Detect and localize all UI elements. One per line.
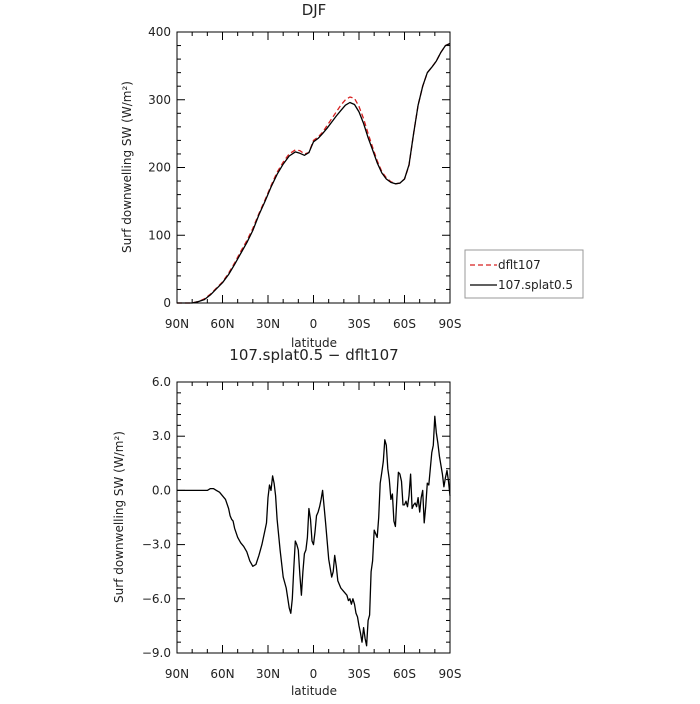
y-tick-label: 400: [148, 25, 171, 39]
legend-box: [464, 249, 584, 299]
panel-top-lines: [177, 42, 451, 304]
y-tick-label: 200: [148, 161, 171, 175]
panel-bottom-x-axis-label: latitude: [291, 684, 337, 698]
x-tick-label: 60S: [393, 317, 416, 331]
legend-label-splat: 107.splat0.5: [498, 278, 573, 292]
x-tick-label: 90S: [439, 667, 462, 681]
panel-bottom-frame: [176, 381, 451, 654]
x-tick-label: 90N: [165, 317, 189, 331]
x-tick-label: 0: [310, 667, 318, 681]
panel-top: DJF 90N 60N 30N 0 30S 60S 90S 0 100 200 300 400 lat…: [120, 1, 461, 350]
x-tick-label: 60S: [393, 667, 416, 681]
legend-label-dflt107: dflt107: [498, 258, 541, 272]
x-tick-label: 30S: [348, 667, 371, 681]
x-tick-label: 90N: [165, 667, 189, 681]
y-tick-label: 0: [163, 296, 171, 310]
x-tick-label: 0: [310, 317, 318, 331]
panel-bottom-title: 107.splat0.5 − dflt107: [229, 346, 398, 364]
panel-top-x-axis-label: latitude: [291, 336, 337, 350]
panel-bottom-series-difference-line: [177, 415, 451, 647]
x-tick-label: 60N: [210, 667, 234, 681]
y-tick-label: −3.0: [142, 538, 171, 552]
y-tick-label: 3.0: [152, 429, 171, 443]
x-tick-label: 30N: [256, 317, 280, 331]
panel-top-series-107-splat0-5-line: [177, 42, 451, 304]
panel-top-y-axis-label: Surf downwelling SW (W/m²): [120, 81, 134, 253]
panel-top-ticks: [176, 31, 451, 304]
panel-bottom: 107.splat0.5 − dflt107 90N 60N 30N 0 30S 60S 9…: [112, 346, 461, 698]
panel-top-series-dflt107-line: [177, 42, 451, 304]
panel-top-title: DJF: [302, 1, 327, 19]
x-tick-label: 30N: [256, 667, 280, 681]
y-tick-label: 300: [148, 93, 171, 107]
x-tick-label: 30S: [348, 317, 371, 331]
y-tick-label: 0.0: [152, 483, 171, 497]
panel-top-tick-labels: 90N 60N 30N 0 30S 60S 90S 0 100 200 300 400: [148, 25, 461, 331]
panel-bottom-ticks: [176, 381, 451, 654]
y-tick-label: 100: [148, 228, 171, 242]
panel-bottom-y-axis-label: Surf downwelling SW (W/m²): [112, 431, 126, 603]
panel-top-frame: [176, 31, 451, 304]
y-tick-label: 6.0: [152, 375, 171, 389]
x-tick-label: 60N: [210, 317, 234, 331]
y-tick-label: −6.0: [142, 592, 171, 606]
x-tick-label: 90S: [439, 317, 462, 331]
panel-bottom-tick-labels: 90N 60N 30N 0 30S 60S 90S −9.0 −6.0 −3.0 0.0 3.0 6.0: [142, 375, 462, 681]
legend: dflt107 107.splat0.5: [464, 249, 584, 299]
y-tick-label: −9.0: [142, 646, 171, 660]
panel-bottom-lines: [177, 415, 451, 647]
